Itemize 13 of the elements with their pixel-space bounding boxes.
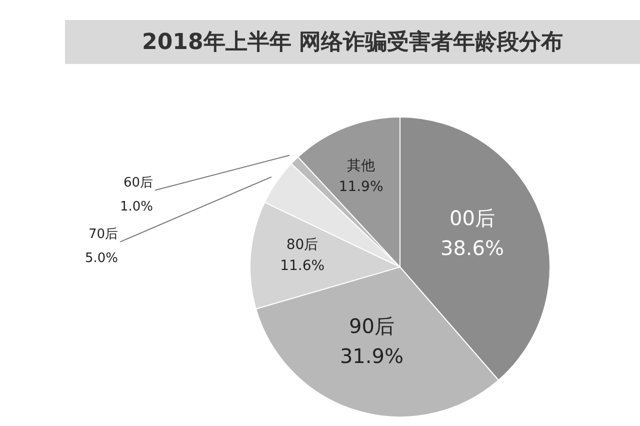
- chart-title: 2018年上半年 网络诈骗受害者年龄段分布: [65, 20, 640, 64]
- data-label: 11.6%: [280, 258, 325, 274]
- data-label: 1.0%: [120, 199, 153, 214]
- data-label: 31.9%: [340, 344, 404, 368]
- data-label: 5.0%: [84, 250, 118, 266]
- data-label: 11.9%: [338, 178, 384, 195]
- slice-label: 80后: [286, 236, 318, 253]
- slice-label: 00后: [450, 206, 495, 230]
- slice-label: 其他: [347, 158, 376, 174]
- slice-label: 90后: [349, 314, 394, 338]
- slice-label: 70后: [88, 226, 118, 242]
- data-label: 38.6%: [440, 236, 504, 260]
- slice-label: 60后: [123, 175, 153, 190]
